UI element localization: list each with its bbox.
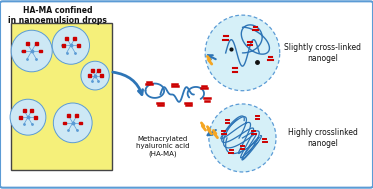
Bar bbox=[62, 44, 65, 47]
Bar bbox=[63, 122, 66, 124]
Text: Slightly cross-linked
nanogel: Slightly cross-linked nanogel bbox=[284, 43, 361, 63]
Bar bbox=[91, 69, 94, 72]
Text: HA-MA confined
in nanoemulsion drops: HA-MA confined in nanoemulsion drops bbox=[8, 6, 107, 25]
Bar bbox=[66, 37, 69, 40]
Bar bbox=[19, 116, 22, 119]
Bar bbox=[97, 69, 100, 72]
Bar bbox=[88, 74, 91, 77]
Ellipse shape bbox=[10, 99, 46, 135]
Text: Methacrylated
hyaluronic acid
(HA-MA): Methacrylated hyaluronic acid (HA-MA) bbox=[135, 136, 189, 156]
Ellipse shape bbox=[11, 30, 52, 72]
Bar bbox=[67, 115, 70, 117]
Bar bbox=[23, 109, 26, 112]
Bar bbox=[75, 115, 78, 117]
Bar bbox=[11, 23, 112, 170]
Text: Highly crosslinked
nanogel: Highly crosslinked nanogel bbox=[288, 128, 358, 148]
Bar bbox=[39, 50, 42, 52]
Bar bbox=[26, 42, 29, 45]
Ellipse shape bbox=[205, 15, 280, 91]
Ellipse shape bbox=[209, 104, 276, 172]
Ellipse shape bbox=[52, 26, 90, 64]
Bar bbox=[35, 42, 38, 45]
Ellipse shape bbox=[81, 61, 109, 90]
Bar bbox=[22, 50, 25, 52]
Bar bbox=[34, 116, 37, 119]
Bar bbox=[30, 109, 33, 112]
Ellipse shape bbox=[53, 103, 92, 143]
Bar bbox=[73, 37, 76, 40]
Bar bbox=[77, 44, 80, 47]
Bar bbox=[100, 74, 103, 77]
Bar bbox=[79, 122, 82, 124]
